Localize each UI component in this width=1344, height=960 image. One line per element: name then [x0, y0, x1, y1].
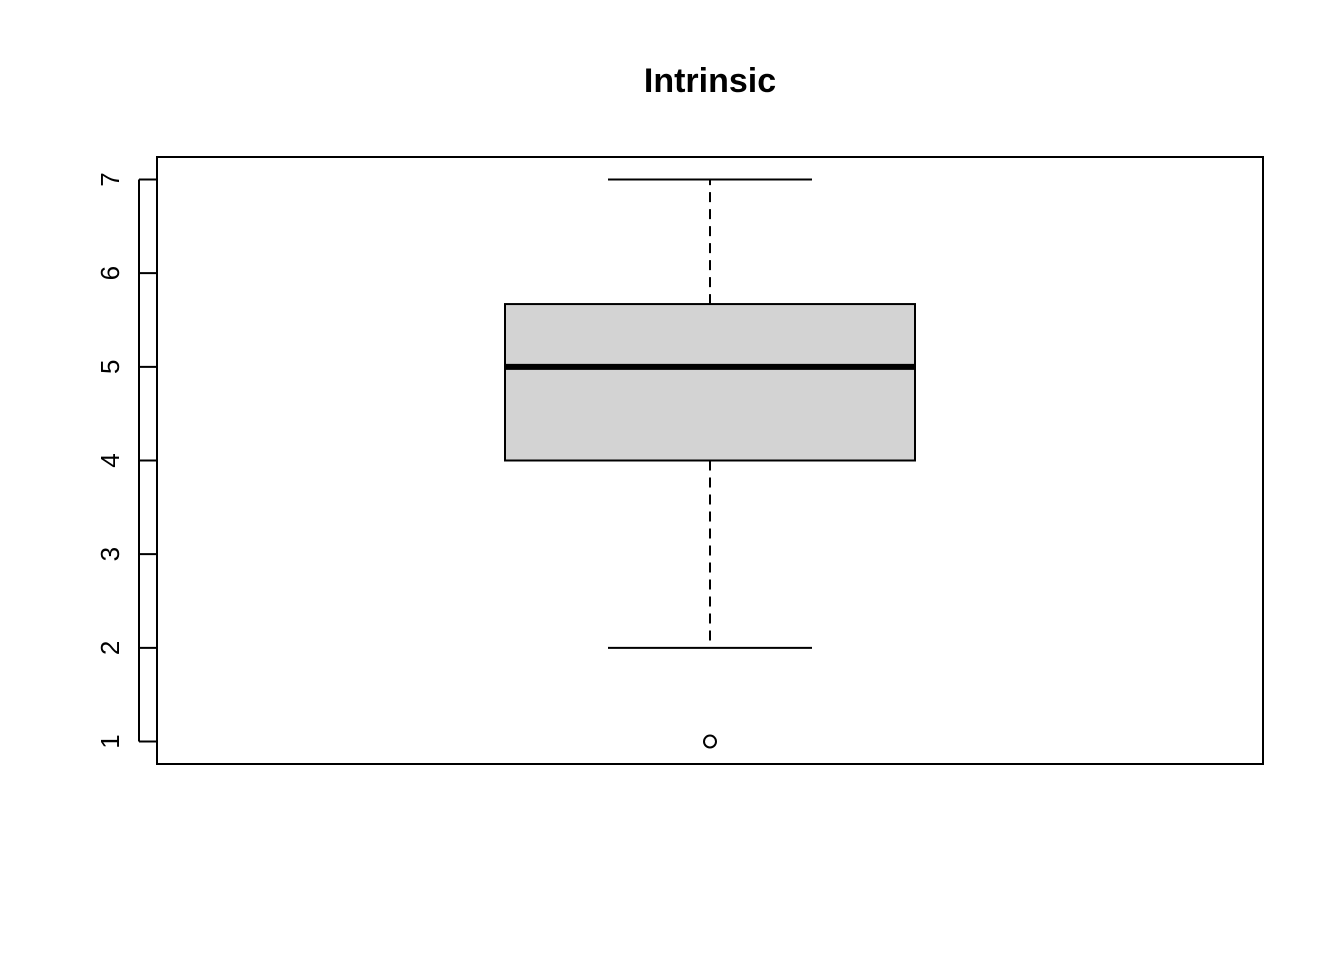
y-tick-label-6: 6	[95, 266, 125, 280]
y-tick-label-7: 7	[95, 172, 125, 186]
iqr-box	[504, 303, 916, 462]
y-axis: 1 2 3 4 5 6 7	[95, 172, 157, 749]
y-tick-label-1: 1	[95, 734, 125, 748]
y-tick-label-2: 2	[95, 641, 125, 655]
boxplot-group	[504, 178, 916, 749]
outlier-point-0	[703, 734, 717, 749]
y-tick-label-3: 3	[95, 547, 125, 561]
y-tick-label-4: 4	[95, 453, 125, 467]
y-tick-label-5: 5	[95, 360, 125, 374]
chart-title: Intrinsic	[644, 62, 776, 100]
